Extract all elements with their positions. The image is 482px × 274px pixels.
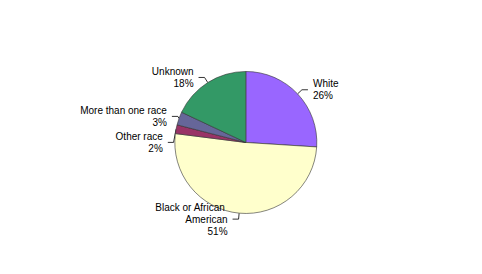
svg-text:American: American — [185, 214, 227, 225]
svg-text:White: White — [313, 78, 339, 89]
svg-text:2%: 2% — [148, 143, 163, 154]
svg-text:Black or African: Black or African — [155, 202, 227, 213]
svg-text:Other race: Other race — [116, 131, 164, 142]
svg-text:More than one race: More than one race — [80, 105, 167, 116]
svg-text:Unknown: Unknown — [152, 66, 194, 77]
svg-text:51%: 51% — [208, 226, 228, 237]
svg-text:26%: 26% — [313, 90, 333, 101]
svg-text:18%: 18% — [174, 78, 194, 89]
svg-text:3%: 3% — [152, 117, 167, 128]
